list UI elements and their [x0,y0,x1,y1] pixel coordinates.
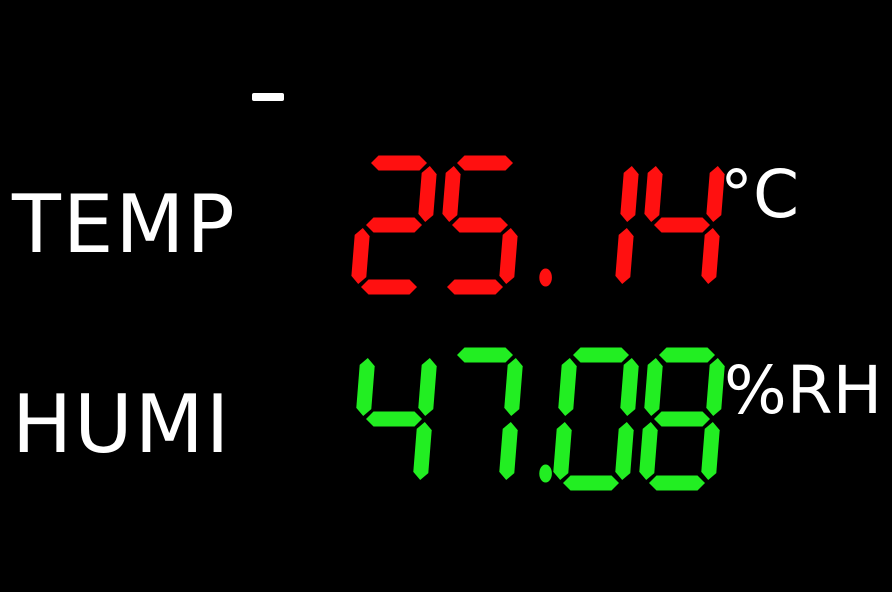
temp-digit-5-segment-c [499,228,518,284]
status-indicator-dash [252,93,284,101]
temp-label: TEMP [12,178,237,271]
humi-digit-7-segment-b [504,358,523,416]
humi-label: HUMI [12,378,232,471]
temp-digit-1-segment-b [620,166,639,222]
temp-digit-2-segment-a [371,155,427,171]
humi-digit-8-segment-d [649,475,705,491]
temp-digit-5-segment-g [452,217,508,233]
temp-digit-1-segment-c [615,228,634,284]
humi-digit-8-segment-f [644,358,663,416]
humi-digit-4-segment-g [366,411,422,427]
humi-digit-7-segment-c [499,422,518,480]
humi-decimal-point [539,464,552,483]
temp-digit-2-segment-g [366,217,422,233]
temp-digit-4-segment-f [644,166,663,222]
humi-digit-8-segment-g [654,411,710,427]
temp-digit-4-segment-c [701,228,720,284]
humi-digit-0-segment-f [558,358,577,416]
temp-decimal-point [539,268,552,287]
humi-unit: %RH [724,352,883,429]
temp-digit-2-segment-b [418,166,437,222]
temp-digit-2-segment-d [361,279,417,295]
temp-unit: °C [720,156,800,233]
temp-digit-5-segment-a [457,155,513,171]
humi-digit-0-segment-c [615,422,634,480]
humi-digit-8-segment-c [701,422,720,480]
humi-digit-0-segment-b [620,358,639,416]
humi-digit-4-segment-c [413,422,432,480]
humi-digit-0-segment-e [553,422,572,480]
humi-digit-8-segment-b [706,358,725,416]
humi-digit-4-segment-f [356,358,375,416]
humi-digit-4-segment-b [418,358,437,416]
humi-digit-0-segment-a [573,347,629,363]
temp-digit-2-segment-e [351,228,370,284]
temp-digit-5-segment-f [442,166,461,222]
temp-value-display [351,155,725,295]
temp-digit-5-segment-d [447,279,503,295]
humi-digit-8-segment-a [659,347,715,363]
temp-digit-4-segment-b [706,166,725,222]
temp-digit-4-segment-g [654,217,710,233]
humi-value-display [356,347,725,491]
humi-digit-0-segment-d [563,475,619,491]
humi-digit-7-segment-a [457,347,513,363]
humi-digit-8-segment-e [639,422,658,480]
